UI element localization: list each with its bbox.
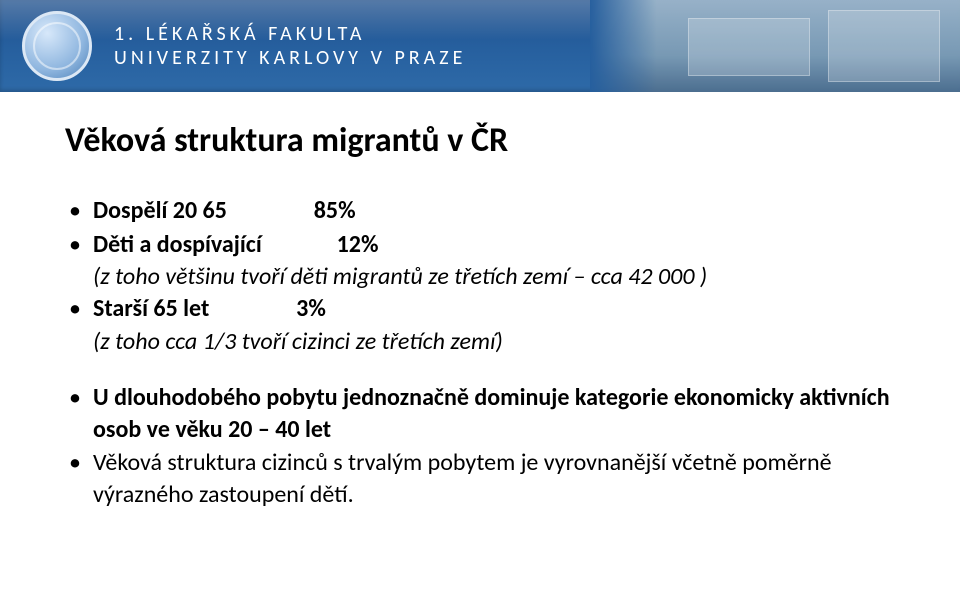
spacer [65,358,915,382]
slide: 1. LÉKAŘSKÁ FAKULTA UNIVERZITY KARLOVY V… [0,0,960,612]
bullet-item-adults: Dospělí 20 65 85% [65,195,915,227]
university-seal-icon [22,11,92,81]
bullet-label: Starší 65 let [93,294,209,323]
bullet-list-mid: Starší 65 let 3% [65,293,915,325]
seal-inner-ring [33,22,81,70]
bullet-item-permanent: Věková struktura cizinců s trvalým pobyt… [65,447,915,510]
bullet-value: 12% [337,230,379,259]
bullet-item-children: Děti a dospívající 12% [65,229,915,261]
bullet-value: 3% [296,294,326,323]
bullet-list-top: Dospělí 20 65 85% Děti a dospívající 12% [65,195,915,260]
bullet-label: Děti a dospívající [93,230,262,259]
bullet-text: U dlouhodobého pobytu jednoznačně dominu… [93,383,890,444]
subnote-1: (z toho většinu tvoří děti migrantů ze t… [65,262,915,291]
bullet-text: Věková struktura cizinců s trvalým pobyt… [93,448,832,509]
header-text-block: 1. LÉKAŘSKÁ FAKULTA UNIVERZITY KARLOVY V… [114,22,466,70]
bullet-label: Dospělí 20 65 [93,196,227,225]
header-banner: 1. LÉKAŘSKÁ FAKULTA UNIVERZITY KARLOVY V… [0,0,960,92]
bullet-item-longterm: U dlouhodobého pobytu jednoznačně dominu… [65,382,915,445]
header-line-2: UNIVERZITY KARLOVY V PRAZE [114,46,466,70]
bullet-item-elderly: Starší 65 let 3% [65,293,915,325]
slide-content: Věková struktura migrantů v ČR Dospělí 2… [65,120,915,592]
header-line-1: 1. LÉKAŘSKÁ FAKULTA [114,22,466,46]
header-photo-backdrop [590,0,960,92]
subnote-2: (z toho cca 1/3 tvoří cizinci ze třetích… [65,327,915,356]
bullet-list-bottom: U dlouhodobého pobytu jednoznačně dominu… [65,382,915,511]
slide-title: Věková struktura migrantů v ČR [65,120,915,161]
bullet-value: 85% [314,196,356,225]
